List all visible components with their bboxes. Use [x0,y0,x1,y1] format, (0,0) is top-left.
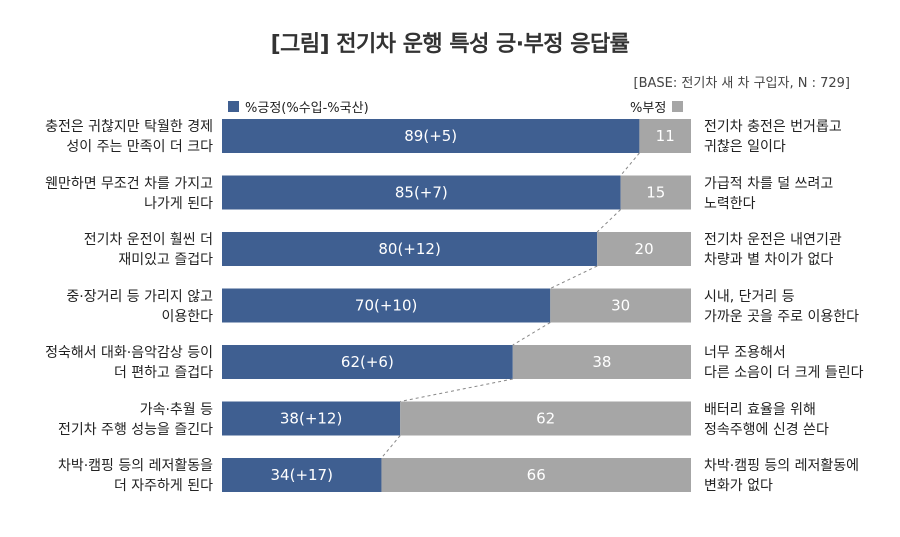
bar-positive-4 [222,288,551,323]
connector-line-5 [400,378,513,402]
bar-negative-2 [620,175,691,210]
chart-title: [그림] 전기차 운행 특성 긍·부정 응답률 [270,32,630,57]
left-statement-line: 차박·캠핑 등의 레저활동을 [57,458,213,474]
connector-line-6 [381,435,401,459]
bar-positive-label-1: 89(+5) [404,127,457,145]
connector-line-4 [512,322,551,346]
bar-negative-label-1: 11 [656,127,675,145]
left-statement-line: 이용한다 [161,308,213,325]
bar-positive-5 [222,345,513,379]
connector-line-2 [596,209,621,233]
bar-negative-label-7: 66 [527,466,546,484]
bar-negative-label-6: 62 [536,410,555,428]
bar-positive-2 [222,175,621,210]
bar-positive-7 [222,458,382,492]
legend-positive-swatch [228,101,239,112]
bar-negative-label-3: 20 [635,240,654,258]
left-statement-line: 전기차 운전이 훨씬 더 [83,232,213,248]
bar-positive-3 [222,232,598,266]
legend-positive-label: %긍정(%수입-%국산) [245,101,369,116]
right-statement-line: 귀찮은 일이다 [704,139,786,155]
right-statement-line: 변화가 없다 [704,478,773,494]
bar-negative-1 [639,119,691,153]
bar-positive-6 [222,401,401,436]
bar-negative-7 [381,458,691,492]
bar-negative-label-4: 30 [611,297,630,315]
bar-positive-label-5: 62(+6) [341,353,394,371]
bar-negative-5 [512,345,691,379]
legend-negative-swatch [672,101,684,112]
bar-positive-label-6: 38(+12) [280,410,342,428]
left-statement-line: 정숙해서 대화·음악감상 등이 [45,345,213,361]
bar-negative-6 [400,401,691,436]
bar-negative-3 [597,232,691,266]
right-statement-line: 너무 조용해서 [704,345,786,361]
bar-positive-label-4: 70(+10) [355,297,417,315]
bar-negative-4 [550,288,691,323]
left-statement-line: 중·장거리 등 가리지 않고 [66,288,213,305]
bar-positive-label-3: 80(+12) [378,240,440,258]
left-statement-line: 전기차 주행 성능을 즐긴다 [57,421,213,438]
right-statement-line: 배터리 효율을 위해 [704,401,816,418]
connector-line-3 [550,265,598,289]
left-statement-line: 재미있고 즐겁다 [118,252,213,268]
left-statement-line: 충전은 귀찮지만 탁월한 경제 [45,119,213,135]
bar-negative-label-2: 15 [646,184,665,202]
bar-negative-label-5: 38 [592,353,611,371]
right-statement-line: 노력한다 [704,195,756,212]
left-statement-line: 더 편하고 즐겁다 [113,365,213,381]
left-statement-line: 성이 주는 만족이 더 크다 [66,139,213,155]
legend-negative-label: %부정 [630,101,667,116]
legend-positive: %긍정(%수입-%국산) [228,97,369,116]
left-statement-line: 나가게 된다 [144,195,213,212]
right-statement-line: 전기차 운전은 내연기관 [704,232,842,248]
right-statement-line: 정속주행에 신경 쓴다 [704,421,829,438]
right-statement-line: 가까운 곳을 주로 이용한다 [704,308,860,325]
legend-negative: %부정 [630,97,684,116]
right-statement-line: 시내, 단거리 등 [704,288,795,305]
right-statement-line: 차량과 별 차이가 없다 [704,252,834,268]
connector-line-1 [620,152,640,176]
bar-positive-label-2: 85(+7) [395,184,448,202]
right-statement-line: 가급적 차를 덜 쓰려고 [704,175,834,192]
left-statement-line: 웬만하면 무조건 차를 가지고 [45,175,213,192]
right-statement-line: 다른 소음이 더 크게 들린다 [704,365,864,381]
left-statement-line: 더 자주하게 된다 [113,478,213,494]
left-statement-line: 가속·추월 등 [139,401,213,418]
bar-positive-label-7: 34(+17) [271,466,333,484]
right-statement-line: 차박·캠핑 등의 레저활동에 [704,458,860,474]
bar-positive-1 [222,119,640,153]
right-statement-line: 전기차 충전은 번거롭고 [704,119,842,135]
base-note: [BASE: 전기차 새 차 구입자, N : 729] [633,76,850,91]
